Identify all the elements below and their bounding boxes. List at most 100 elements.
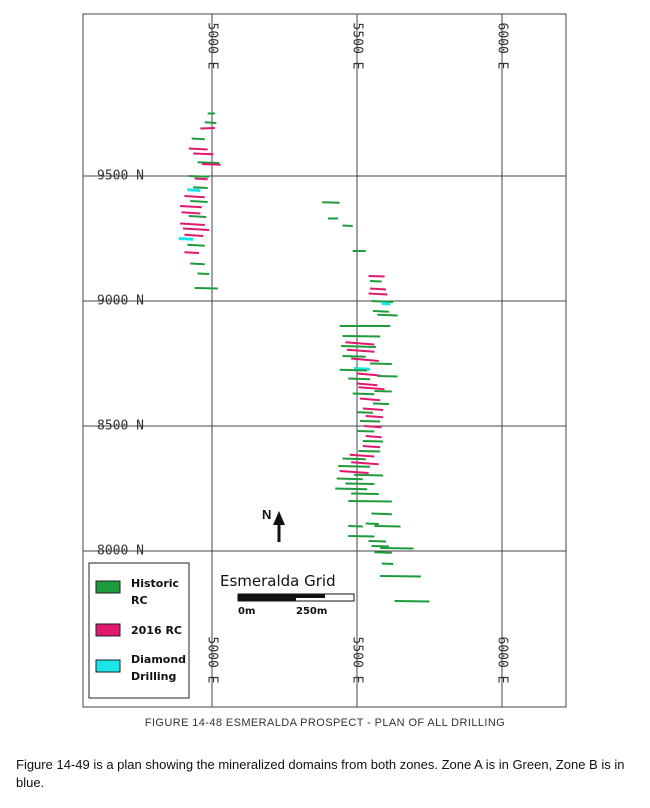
drill-trace-rc2016 — [351, 461, 379, 466]
easting-label-bottom: 5500 E — [350, 637, 365, 684]
easting-label-top: 5500 E — [350, 23, 365, 70]
drill-trace-historic — [197, 272, 210, 275]
drill-trace-historic — [322, 201, 340, 204]
drill-trace-rc2016 — [193, 152, 214, 156]
drill-trace-rc2016 — [368, 292, 388, 296]
drill-trace-historic — [374, 390, 392, 393]
drill-trace-historic — [348, 535, 375, 538]
drill-trace-historic — [394, 600, 430, 603]
drill-trace-rc2016 — [346, 348, 375, 353]
drill-trace-historic — [359, 420, 381, 423]
drill-trace-rc2016 — [356, 382, 378, 387]
drill-trace-rc2016 — [180, 205, 202, 209]
scale-bar-end-label: 250m — [296, 606, 327, 617]
drill-trace-historic — [342, 355, 366, 358]
drill-trace-historic — [187, 243, 205, 247]
grid-title: Esmeralda Grid — [220, 572, 336, 590]
drill-trace-rc2016 — [339, 470, 369, 474]
drill-trace-diamond — [187, 188, 201, 192]
drill-trace-rc2016 — [362, 445, 381, 449]
drill-trace-historic — [371, 545, 389, 548]
north-arrow: N — [262, 507, 285, 542]
drill-trace-historic — [190, 200, 208, 203]
drill-trace-diamond — [354, 367, 371, 371]
drill-trace-historic — [370, 362, 392, 365]
drill-trace-rc2016 — [356, 372, 381, 377]
easting-label-bottom: 5000 E — [205, 637, 220, 684]
drill-trace-rc2016 — [188, 147, 208, 151]
northing-label: 8500 N — [97, 419, 144, 434]
drill-trace-rc2016 — [349, 453, 375, 458]
legend: Historic RC 2016 RC Diamond Drilling — [88, 562, 190, 699]
drill-trace-rc2016 — [182, 227, 210, 231]
scale-bar: 0m 250m — [237, 593, 355, 617]
drill-trace-historic — [372, 402, 389, 405]
drill-trace-historic — [188, 175, 210, 178]
grid-lines — [83, 14, 566, 707]
drill-trace-historic — [356, 411, 373, 414]
drill-trace-historic — [380, 547, 414, 550]
drill-trace-historic — [380, 575, 421, 578]
drill-trace-rc2016 — [200, 127, 215, 130]
scale-bar-black-segment — [238, 594, 296, 601]
drill-trace-rc2016 — [365, 435, 382, 439]
northing-label: 8000 N — [97, 544, 144, 559]
drill-trace-historic — [374, 551, 392, 554]
drill-trace-historic — [336, 477, 363, 481]
legend-swatch-diamond — [95, 659, 121, 673]
drill-trace-historic — [356, 430, 375, 433]
drill-trace-historic — [193, 186, 208, 189]
drill-trace-historic — [341, 345, 376, 348]
drill-trace-rc2016 — [364, 425, 382, 429]
grid-labels: 5000 E 5000 E 5500 E 5500 E 6000 E 6000 E 9500… — [97, 23, 509, 684]
drill-trace-historic — [197, 161, 220, 164]
drill-trace-historic — [338, 465, 371, 468]
drill-trace-historic — [372, 310, 389, 313]
scale-bar-half-segment — [296, 594, 325, 598]
drill-trace-historic — [339, 368, 368, 372]
legend-swatch-2016-rc — [95, 623, 121, 637]
drill-trace-rc2016 — [365, 415, 384, 419]
legend-label-diamond-line2: Drilling — [131, 670, 176, 683]
drill-trace-historic — [345, 482, 375, 485]
drill-trace-historic — [371, 512, 392, 516]
northing-label: 9000 N — [97, 294, 144, 309]
north-arrow-label: N — [262, 507, 271, 522]
drill-trace-rc2016 — [184, 195, 205, 199]
drill-trace-historic — [348, 377, 371, 381]
drill-trace-historic — [381, 562, 394, 565]
body-paragraph: Figure 14-49 is a plan showing the miner… — [16, 757, 625, 790]
drill-trace-historic — [348, 525, 363, 528]
drill-trace-historic — [194, 287, 218, 290]
drill-trace-historic — [348, 500, 392, 503]
drill-trace-historic — [352, 392, 375, 396]
drill-trace-historic — [365, 522, 379, 525]
easting-label-bottom: 6000 E — [495, 637, 510, 684]
drill-trace-historic — [358, 450, 381, 453]
drill-trace-historic — [342, 335, 381, 338]
drill-trace-historic — [351, 492, 379, 495]
north-arrow-head-icon — [273, 511, 285, 525]
drill-traces — [178, 112, 430, 603]
drill-trace-rc2016 — [369, 287, 387, 291]
drill-trace-historic — [362, 440, 384, 443]
drill-trace-rc2016 — [180, 222, 205, 226]
drill-trace-diamond — [381, 302, 391, 306]
legend-label-historic-line2: RC — [131, 594, 148, 607]
drill-trace-rc2016 — [359, 397, 381, 402]
northing-label: 9500 N — [97, 169, 144, 184]
drill-trace-historic — [374, 525, 401, 528]
drill-trace-historic — [371, 300, 394, 303]
drill-trace-rc2016 — [184, 251, 200, 254]
legend-label-historic-line1: Historic — [131, 577, 179, 590]
drill-trace-historic — [377, 313, 398, 317]
drill-plan-map: 5000 E 5000 E 5500 E 5500 E 6000 E 6000 E 9500… — [82, 13, 567, 708]
drill-trace-rc2016 — [194, 177, 208, 181]
legend-label-diamond-line1: Diamond — [131, 653, 186, 666]
drill-trace-historic — [204, 121, 217, 124]
drill-trace-rc2016 — [351, 357, 379, 362]
drill-trace-historic — [370, 280, 382, 283]
legend-label-2016-rc: 2016 RC — [131, 624, 182, 637]
drill-trace-historic — [190, 262, 205, 266]
drill-trace-historic — [377, 375, 398, 378]
